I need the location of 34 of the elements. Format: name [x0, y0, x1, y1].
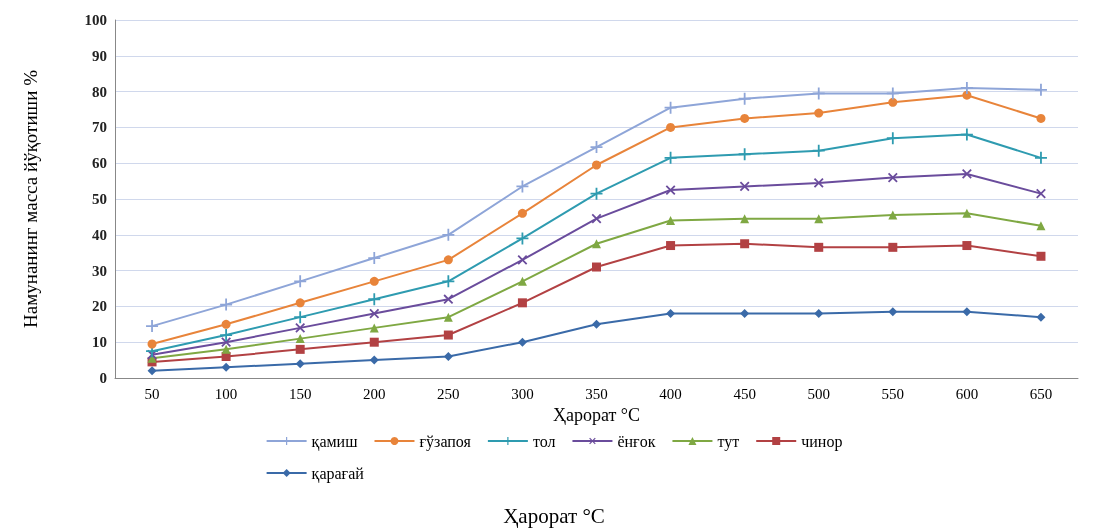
legend-label: ғўзапоя — [419, 432, 472, 451]
x-tick-label: 300 — [511, 385, 534, 402]
x-tick-label: 100 — [214, 385, 238, 402]
x-tick-label: 500 — [807, 385, 830, 402]
legend-label: тут — [717, 432, 740, 451]
legend-label: ёнғок — [617, 432, 656, 450]
y-tick-label: 0 — [99, 370, 107, 386]
legend-label: чинор — [801, 432, 843, 451]
y-tick-label: 40 — [92, 226, 107, 243]
x-tick-label: 400 — [659, 385, 682, 402]
legend-label: қамиш — [311, 432, 359, 451]
x-axis-title: Ҳарорат °C — [552, 405, 641, 425]
legend-label: қарағай — [311, 464, 365, 483]
y-tick-label: 50 — [92, 191, 107, 207]
x-tick-label: 250 — [437, 385, 460, 402]
y-tick-label: 20 — [92, 298, 107, 315]
x-tick-label: 600 — [955, 385, 979, 402]
y-tick-label: 80 — [92, 83, 107, 100]
y-tick-label: 30 — [92, 262, 107, 279]
y-tick-label: 70 — [92, 119, 107, 136]
x-tick-label: 450 — [733, 385, 756, 402]
legend-label: тол — [532, 432, 556, 450]
y-tick-label: 90 — [92, 47, 107, 64]
x-tick-label: 150 — [288, 385, 312, 402]
x-tick-label: 650 — [1029, 385, 1053, 402]
x-tick-label: 50 — [144, 385, 160, 402]
x-tick-label: 550 — [881, 385, 905, 402]
y-tick-label: 100 — [84, 12, 107, 28]
y-tick-label: 10 — [92, 334, 107, 351]
y-axis-title: Намунанинг масса йўқотиши % — [20, 69, 41, 328]
x-tick-label: 200 — [363, 385, 386, 402]
text: Ҳарорат °C — [503, 503, 605, 528]
y-tick-label: 60 — [92, 155, 107, 172]
x-tick-label: 350 — [585, 385, 608, 402]
